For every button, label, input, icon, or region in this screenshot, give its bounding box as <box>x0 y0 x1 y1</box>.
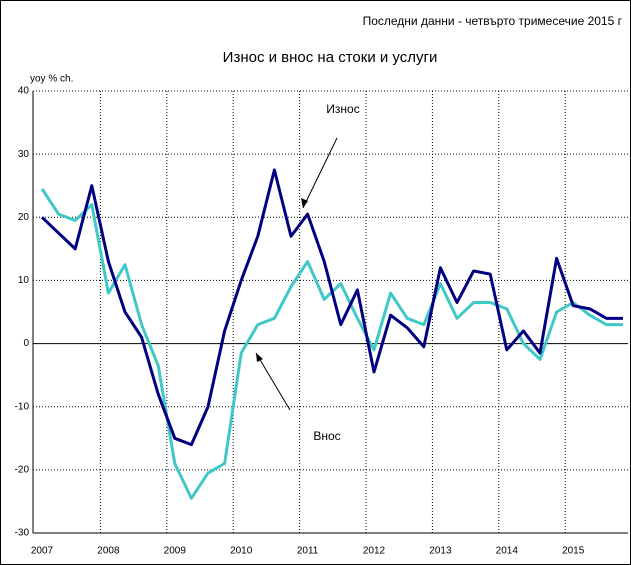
arrow <box>302 137 338 209</box>
x-tick-label: 2008 <box>97 546 120 557</box>
annotation: Износ <box>326 102 359 116</box>
x-tick-label: 2012 <box>363 546 386 557</box>
arrow <box>255 352 291 411</box>
line <box>40 168 623 447</box>
x-tick-label: 2014 <box>496 546 519 557</box>
y-axis-label: yoy % ch. <box>30 74 73 85</box>
x-tick-label: 2015 <box>562 546 585 557</box>
note: Последни данни - четвърто тримесечие 201… <box>363 14 623 28</box>
y-tick-label: 0 <box>23 338 29 349</box>
x-tick-label: 2007 <box>31 546 54 557</box>
y-tick-label: 10 <box>18 275 30 286</box>
x-tick-label: 2009 <box>164 546 187 557</box>
x-tick-label: 2011 <box>297 546 319 557</box>
chart-title: Износ и внос на стоки и услуги <box>223 49 438 66</box>
arrow-head <box>256 353 263 362</box>
y-tick-label: -10 <box>15 401 30 412</box>
x-tick-label: 2010 <box>230 546 253 557</box>
x-tick-label: 2013 <box>429 546 452 557</box>
y-tick-label: -30 <box>15 528 30 539</box>
y-tick-label: 30 <box>18 149 30 160</box>
y-tick-label: 40 <box>18 86 30 97</box>
arrow-head <box>301 198 308 208</box>
y-tick-label: -20 <box>15 464 30 475</box>
y-tick-label: 20 <box>18 212 30 223</box>
annotation: Внос <box>313 429 340 443</box>
